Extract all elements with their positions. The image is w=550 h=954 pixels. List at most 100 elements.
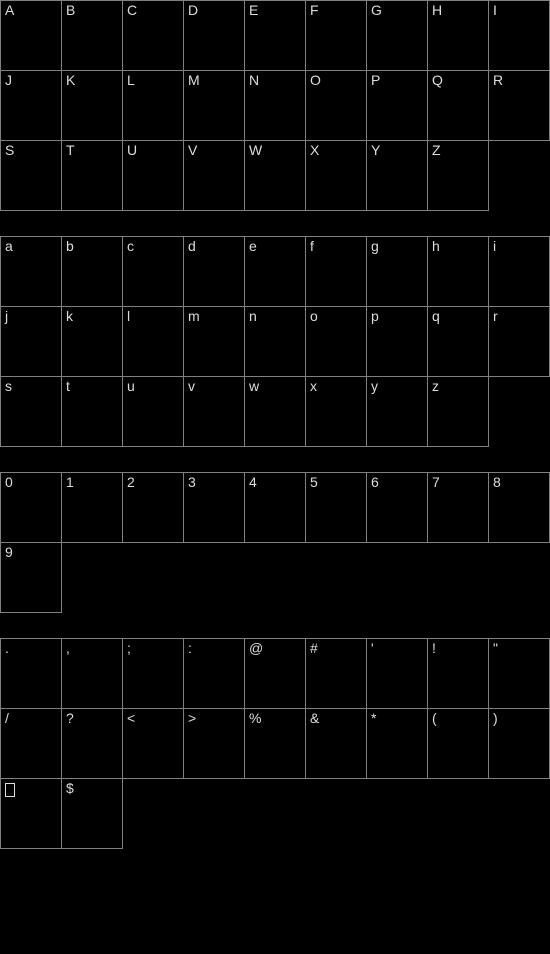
glyph-char: W bbox=[249, 143, 262, 157]
glyph-char: " bbox=[493, 641, 498, 655]
glyph-cell: X bbox=[305, 140, 367, 211]
glyph-cell: k bbox=[61, 306, 123, 377]
glyph-char: $ bbox=[66, 781, 74, 795]
glyph-cell: , bbox=[61, 638, 123, 709]
glyph-char: j bbox=[5, 309, 8, 323]
glyph-char: L bbox=[127, 73, 135, 87]
glyph-char: u bbox=[127, 379, 135, 393]
glyph-cell: f bbox=[305, 236, 367, 307]
glyph-char: s bbox=[5, 379, 12, 393]
glyph-char: > bbox=[188, 711, 196, 725]
glyph-cell: 6 bbox=[366, 472, 428, 543]
glyph-cell: v bbox=[183, 376, 245, 447]
glyph-char: 3 bbox=[188, 475, 196, 489]
glyph-char: Y bbox=[371, 143, 380, 157]
glyph-char: ! bbox=[432, 641, 436, 655]
glyph-char: X bbox=[310, 143, 319, 157]
glyph-char: < bbox=[127, 711, 135, 725]
glyph-cell: 3 bbox=[183, 472, 245, 543]
glyph-cell: % bbox=[244, 708, 306, 779]
glyph-cell: N bbox=[244, 70, 306, 141]
glyph-cell: F bbox=[305, 0, 367, 71]
glyph-char: z bbox=[432, 379, 439, 393]
glyph-cell: # bbox=[305, 638, 367, 709]
glyph-char: ( bbox=[432, 711, 437, 725]
glyph-cell: I bbox=[488, 0, 550, 71]
glyph-char: E bbox=[249, 3, 258, 17]
glyph-char: w bbox=[249, 379, 259, 393]
glyph-char: * bbox=[371, 711, 376, 725]
glyph-cell: ' bbox=[366, 638, 428, 709]
glyph-cell: t bbox=[61, 376, 123, 447]
glyph-cell: ! bbox=[427, 638, 489, 709]
glyph-char: x bbox=[310, 379, 317, 393]
glyph-char: b bbox=[66, 239, 74, 253]
glyph-char: P bbox=[371, 73, 380, 87]
glyph-char: V bbox=[188, 143, 197, 157]
glyph-cell: a bbox=[0, 236, 62, 307]
glyph-char: n bbox=[249, 309, 257, 323]
glyph-char: ) bbox=[493, 711, 498, 725]
glyph-char: Z bbox=[432, 143, 441, 157]
glyph-char: l bbox=[127, 309, 130, 323]
glyph-cell: e bbox=[244, 236, 306, 307]
glyph-char: & bbox=[310, 711, 319, 725]
glyph-char: 8 bbox=[493, 475, 501, 489]
glyph-cell: ? bbox=[61, 708, 123, 779]
glyph-cell: & bbox=[305, 708, 367, 779]
glyph-char: k bbox=[66, 309, 73, 323]
glyph-cell: o bbox=[305, 306, 367, 377]
glyph-char: 1 bbox=[66, 475, 74, 489]
glyph-cell: V bbox=[183, 140, 245, 211]
glyph-char: y bbox=[371, 379, 378, 393]
glyph-cell: m bbox=[183, 306, 245, 377]
glyph-cell: J bbox=[0, 70, 62, 141]
glyph-char: r bbox=[493, 309, 498, 323]
glyph-cell: g bbox=[366, 236, 428, 307]
glyph-cell: D bbox=[183, 0, 245, 71]
glyph-cell: z bbox=[427, 376, 489, 447]
glyph-cell: d bbox=[183, 236, 245, 307]
glyph-cell: W bbox=[244, 140, 306, 211]
glyph-cell: * bbox=[366, 708, 428, 779]
glyph-char: @ bbox=[249, 641, 263, 655]
glyph-cell: 1 bbox=[61, 472, 123, 543]
glyph-cell: ( bbox=[427, 708, 489, 779]
glyph-char: F bbox=[310, 3, 319, 17]
glyph-cell: < bbox=[122, 708, 184, 779]
glyph-char: N bbox=[249, 73, 259, 87]
glyph-char: ; bbox=[127, 641, 131, 655]
glyph-char: m bbox=[188, 309, 200, 323]
glyph-char: I bbox=[493, 3, 497, 17]
glyph-char: Q bbox=[432, 73, 443, 87]
glyph-char: h bbox=[432, 239, 440, 253]
glyph-char: a bbox=[5, 239, 13, 253]
glyph-char: f bbox=[310, 239, 314, 253]
glyph-cell: b bbox=[61, 236, 123, 307]
glyph-char: O bbox=[310, 73, 321, 87]
glyph-char: % bbox=[249, 711, 261, 725]
glyph-cell: i bbox=[488, 236, 550, 307]
glyph-cell: G bbox=[366, 0, 428, 71]
glyph-char: e bbox=[249, 239, 257, 253]
glyph-char: t bbox=[66, 379, 70, 393]
glyph-cell: B bbox=[61, 0, 123, 71]
glyph-cell: h bbox=[427, 236, 489, 307]
glyph-cell: . bbox=[0, 638, 62, 709]
glyph-cell: H bbox=[427, 0, 489, 71]
glyph-cell: R bbox=[488, 70, 550, 141]
glyph-cell: 5 bbox=[305, 472, 367, 543]
glyph-cell: K bbox=[61, 70, 123, 141]
glyph-char: ? bbox=[66, 711, 74, 725]
glyph-cell: O bbox=[305, 70, 367, 141]
glyph-cell: L bbox=[122, 70, 184, 141]
glyph-cell: c bbox=[122, 236, 184, 307]
glyph-cell: y bbox=[366, 376, 428, 447]
glyph-char: ' bbox=[371, 641, 374, 655]
glyph-cell: Q bbox=[427, 70, 489, 141]
glyph-cell: q bbox=[427, 306, 489, 377]
glyph-char: 9 bbox=[5, 545, 13, 559]
glyph-char: J bbox=[5, 73, 12, 87]
tofu-glyph bbox=[5, 783, 15, 797]
glyph-char: . bbox=[5, 641, 9, 655]
